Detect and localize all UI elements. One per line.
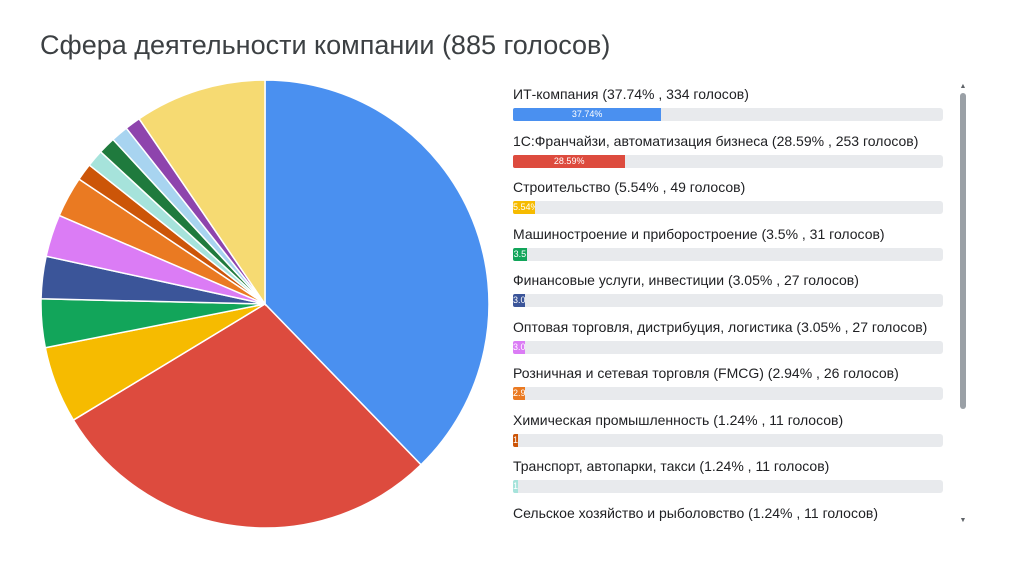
legend-label: Транспорт, автопарки, такси (1.24% , 11 … bbox=[513, 458, 830, 474]
legend-bar-label: 3.0 bbox=[513, 341, 525, 352]
legend-bar-fill bbox=[513, 294, 525, 307]
legend-bar-track: 2.9 bbox=[513, 387, 943, 400]
legend-bar-track: 37.74% bbox=[513, 108, 943, 121]
legend-bar-fill bbox=[513, 387, 525, 400]
legend-bar-label: 28.59% bbox=[553, 155, 585, 166]
pie-slice-1[interactable] bbox=[72, 303, 423, 529]
legend-bar-track: 3.0 bbox=[513, 294, 943, 307]
legend-bar-fill bbox=[513, 247, 527, 261]
legend-label: ИТ-компания (37.74% , 334 голосов) bbox=[513, 86, 749, 102]
legend-item-8[interactable]: Транспорт, автопарки, такси (1.24% , 11 … bbox=[513, 452, 945, 499]
legend-bar-label: 1 bbox=[513, 434, 518, 445]
pie-chart bbox=[40, 79, 490, 529]
legend-bar-label: 3.0 bbox=[513, 295, 525, 305]
legend-item-7[interactable]: Химическая промышленность (1.24% , 11 го… bbox=[513, 406, 945, 453]
legend-scrollbar[interactable]: ▲ ▼ bbox=[957, 82, 969, 526]
chart-title: Сфера деятельности компании (885 голосов… bbox=[40, 30, 611, 60]
legend-label: Розничная и сетевая торговля (FMCG) (2.9… bbox=[513, 365, 899, 381]
legend-bar-fill bbox=[513, 433, 518, 447]
legend-bar-track: 1 bbox=[513, 480, 943, 493]
legend-bar-fill bbox=[513, 154, 626, 168]
legend-label: Химическая промышленность (1.24% , 11 го… bbox=[513, 411, 844, 428]
chart-legend: ИТ-компания (37.74% , 334 голосов) 37.74%… bbox=[513, 80, 945, 526]
legend-item-2[interactable]: Строительство (5.54% , 49 голосов) 5.54% bbox=[513, 173, 945, 220]
legend-item-5[interactable]: Оптовая торговля, дистрибуция, логистика… bbox=[513, 313, 945, 360]
legend-bar-label: 3.5 bbox=[513, 248, 527, 259]
legend-item-0[interactable]: ИТ-компания (37.74% , 334 голосов) 37.74% bbox=[513, 80, 945, 127]
legend-bar-track: 1 bbox=[513, 433, 943, 447]
legend-label: Машиностроение и приборостроение (3.5% ,… bbox=[513, 225, 885, 242]
legend-label: Оптовая торговля, дистрибуция, логистика… bbox=[513, 318, 928, 335]
scroll-down-icon[interactable]: ▼ bbox=[959, 517, 967, 524]
scroll-up-icon[interactable]: ▲ bbox=[959, 83, 967, 90]
legend-label: Сельское хозяйство и рыболовство (1.24% … bbox=[513, 504, 878, 521]
legend-bar-track: 28.59% bbox=[513, 154, 943, 168]
pie-slice-12[interactable] bbox=[138, 79, 266, 307]
legend-item-3[interactable]: Машиностроение и приборостроение (3.5% ,… bbox=[513, 220, 945, 267]
legend-label: Строительство (5.54% , 49 голосов) bbox=[513, 179, 746, 195]
legend-label: 1С:Франчайзи, автоматизация бизнеса (28.… bbox=[513, 132, 919, 149]
legend-item-4[interactable]: Финансовые услуги, инвестиции (3.05% , 2… bbox=[513, 266, 945, 313]
legend-bar-track: 3.5 bbox=[513, 247, 943, 261]
legend-item-9[interactable]: Сельское хозяйство и рыболовство (1.24% … bbox=[513, 499, 945, 527]
legend-bar-label: 5.54% bbox=[513, 202, 535, 212]
legend-bar-fill bbox=[513, 201, 535, 214]
legend-bar-label: 2.9 bbox=[513, 388, 525, 398]
legend-bar-fill bbox=[513, 480, 518, 493]
legend-bar-track: 3.0 bbox=[513, 340, 943, 354]
legend-item-1[interactable]: 1С:Франчайзи, автоматизация бизнеса (28.… bbox=[513, 127, 945, 174]
legend-bar-fill bbox=[513, 108, 662, 121]
legend-bar-label: 1 bbox=[513, 481, 518, 491]
scroll-thumb[interactable] bbox=[960, 93, 966, 409]
legend-bar-track: 5.54% bbox=[513, 201, 943, 214]
legend-bar-fill bbox=[513, 340, 525, 354]
legend-label: Финансовые услуги, инвестиции (3.05% , 2… bbox=[513, 272, 859, 288]
legend-bar-label: 37.74% bbox=[571, 109, 603, 119]
legend-item-6[interactable]: Розничная и сетевая торговля (FMCG) (2.9… bbox=[513, 359, 945, 406]
pie-slice-0[interactable] bbox=[264, 79, 490, 466]
